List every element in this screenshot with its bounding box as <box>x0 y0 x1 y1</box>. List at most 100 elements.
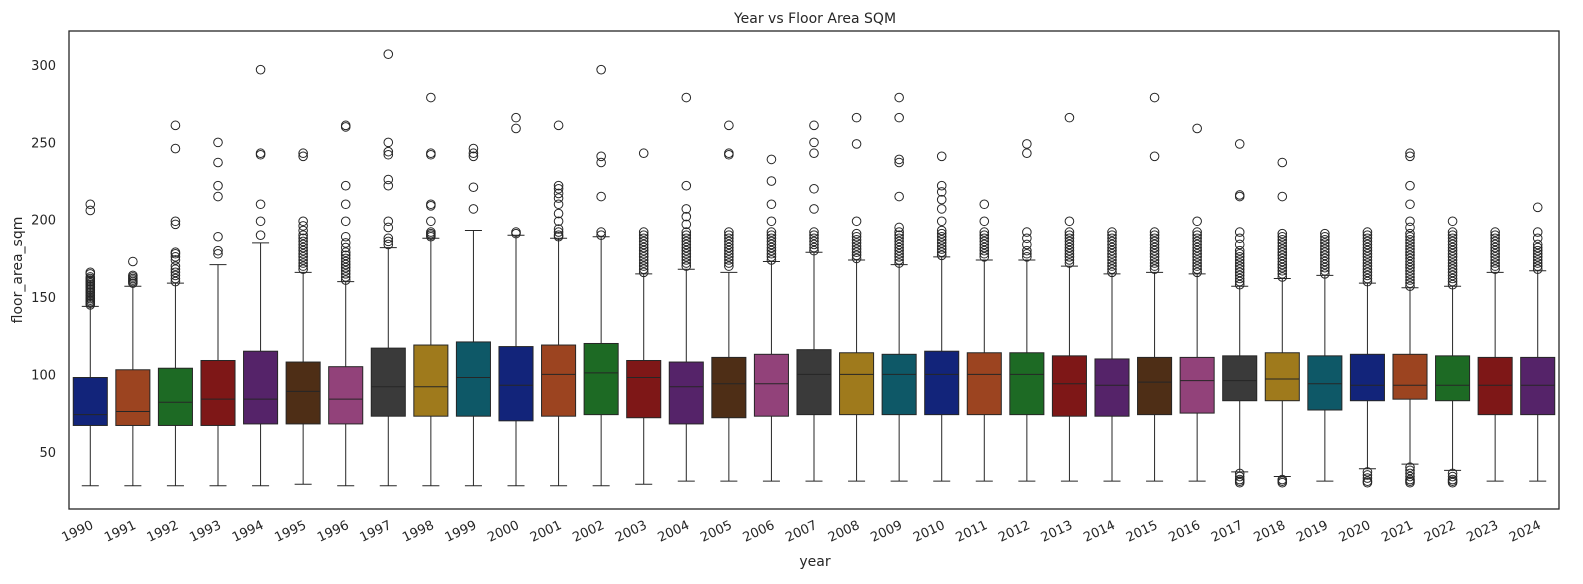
outlier-point <box>1192 233 1202 244</box>
outlier-point <box>979 242 990 253</box>
outlier-point <box>851 235 862 245</box>
outlier-point <box>596 151 606 162</box>
outlier-point <box>426 199 436 210</box>
outlier-point <box>809 137 819 148</box>
outlier-point <box>1405 222 1415 233</box>
outlier-point <box>1234 139 1245 149</box>
outlier-point <box>1064 258 1075 268</box>
box-iqr <box>1307 355 1343 411</box>
outlier-point <box>894 154 904 165</box>
outlier-point <box>936 241 947 251</box>
outlier-point <box>553 230 564 240</box>
outlier-point <box>1277 235 1288 245</box>
outlier-point <box>340 216 351 227</box>
outlier-point <box>638 258 649 268</box>
outlier-point <box>383 222 394 233</box>
outlier-point <box>1022 245 1032 256</box>
outlier-point <box>979 252 990 262</box>
outlier-point <box>766 255 777 265</box>
outlier-point <box>596 191 606 202</box>
outlier-point <box>1532 258 1543 268</box>
x-axis-label: year <box>799 554 830 570</box>
box-2001 <box>541 120 577 487</box>
box-iqr <box>1009 352 1045 416</box>
x-tick-label: 2023 <box>1465 518 1501 546</box>
outlier-point <box>298 242 308 253</box>
outlier-point <box>298 264 308 275</box>
outlier-point <box>1277 247 1288 258</box>
outlier-point <box>1490 245 1500 256</box>
outlier-point <box>170 273 181 284</box>
outlier-point <box>766 245 777 256</box>
outlier-point <box>638 230 649 240</box>
outlier-point <box>1362 261 1373 271</box>
outlier-point <box>894 230 904 240</box>
outlier-point <box>1192 258 1202 268</box>
outlier-point <box>1277 238 1288 248</box>
outlier-point <box>894 233 904 244</box>
outlier-point <box>1532 264 1543 275</box>
x-tick-label: 2003 <box>613 518 649 546</box>
outlier-point <box>468 143 479 154</box>
outlier-point <box>170 120 181 131</box>
outlier-point <box>1532 202 1543 213</box>
outlier-point <box>170 143 181 154</box>
outlier-point <box>170 216 181 227</box>
outlier-point <box>1405 253 1415 264</box>
outlier-point <box>468 151 479 162</box>
outlier-point <box>511 112 521 123</box>
outlier-point <box>1362 252 1373 262</box>
outlier-point <box>638 255 649 265</box>
x-tick-label: 2002 <box>571 518 607 546</box>
outlier-point <box>426 227 436 237</box>
outlier-point <box>170 264 181 275</box>
outlier-point <box>553 183 564 194</box>
outlier-point <box>766 236 777 247</box>
outlier-point <box>724 252 734 262</box>
outlier-point <box>1022 148 1032 159</box>
outlier-point <box>894 157 904 168</box>
outlier-point <box>809 233 819 244</box>
outlier-point <box>1490 233 1500 244</box>
outlier-point <box>255 148 266 159</box>
outlier-point <box>1064 230 1075 240</box>
outlier-point <box>894 255 904 265</box>
outlier-point <box>1490 255 1500 265</box>
x-tick-label: 1990 <box>60 518 96 546</box>
outlier-point <box>1447 216 1458 227</box>
outlier-point <box>809 239 819 250</box>
outlier-point <box>1234 255 1245 265</box>
box-2017 <box>1222 139 1258 488</box>
outlier-point <box>1192 123 1202 134</box>
outlier-point <box>936 231 947 242</box>
outlier-point <box>298 225 308 236</box>
outlier-point <box>1277 228 1288 239</box>
box-iqr <box>1520 356 1556 416</box>
outlier-point <box>681 236 692 247</box>
outlier-point <box>681 242 692 253</box>
outlier-point <box>1532 252 1543 262</box>
outlier-point <box>894 239 904 250</box>
outlier-point <box>1277 262 1288 273</box>
outlier-point <box>1405 278 1415 288</box>
x-tick-label: 2007 <box>783 518 819 546</box>
outlier-point <box>1022 248 1032 259</box>
box-iqr <box>1222 355 1258 402</box>
box-2013 <box>1051 112 1087 482</box>
outlier-point <box>553 180 564 191</box>
outlier-point <box>936 250 947 261</box>
outlier-point <box>298 239 308 250</box>
outlier-point <box>681 204 692 214</box>
outlier-point <box>1149 258 1160 268</box>
outlier-point <box>170 252 181 262</box>
x-tick-label: 2017 <box>1209 518 1245 546</box>
outlier-point <box>1192 239 1202 250</box>
plot-area <box>72 49 1556 488</box>
outlier-point <box>851 216 862 227</box>
box-iqr <box>626 359 662 419</box>
outlier-point <box>1447 242 1458 253</box>
outlier-point <box>936 216 947 227</box>
box-iqr <box>1094 358 1130 417</box>
box-iqr <box>243 350 279 425</box>
outlier-point <box>1362 236 1373 247</box>
